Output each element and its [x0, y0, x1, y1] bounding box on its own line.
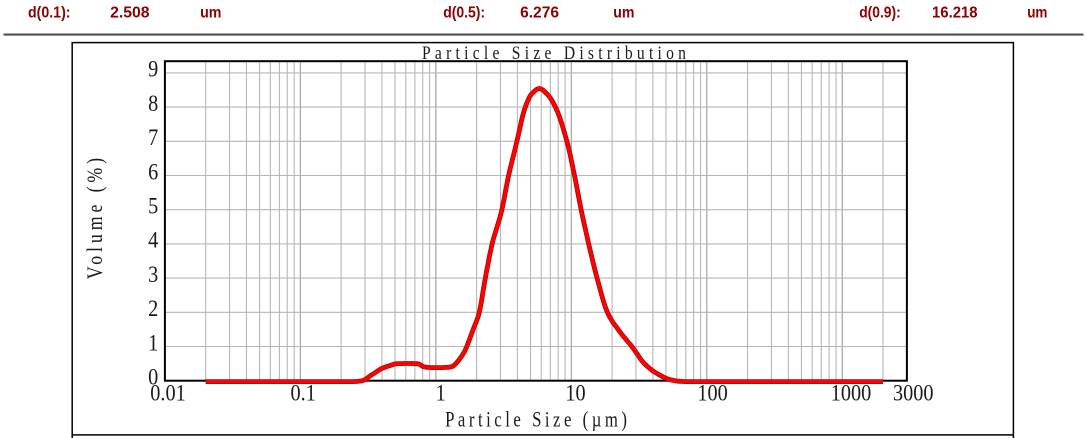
svg-text:0.01: 0.01	[150, 380, 185, 405]
svg-text:1: 1	[436, 380, 446, 405]
svg-text:um: um	[1027, 5, 1047, 22]
svg-text:2: 2	[148, 296, 158, 321]
svg-text:d(0.9):: d(0.9):	[859, 5, 901, 22]
svg-text:1: 1	[148, 330, 158, 355]
svg-text:d(0.5):: d(0.5):	[443, 5, 485, 22]
svg-text:9: 9	[148, 57, 158, 82]
svg-text:um: um	[200, 5, 221, 22]
svg-text:10: 10	[565, 380, 585, 405]
svg-text:7: 7	[148, 125, 158, 150]
svg-text:0.1: 0.1	[291, 380, 316, 405]
svg-text:um: um	[613, 5, 634, 22]
svg-text:16.218: 16.218	[932, 5, 978, 22]
svg-text:4: 4	[148, 228, 158, 253]
svg-text:3000: 3000	[893, 380, 933, 405]
svg-text:6: 6	[148, 159, 158, 184]
svg-text:6.276: 6.276	[520, 5, 559, 22]
svg-text:Volume (%): Volume (%)	[83, 154, 107, 279]
svg-text:d(0.1):: d(0.1):	[28, 5, 71, 22]
svg-text:0: 0	[148, 364, 158, 389]
svg-text:8: 8	[148, 91, 158, 116]
svg-text:Particle Size (µm): Particle Size (µm)	[445, 407, 630, 432]
svg-text:1000: 1000	[831, 380, 871, 405]
svg-text:100: 100	[697, 380, 727, 405]
svg-text:3: 3	[148, 262, 158, 287]
svg-text:5: 5	[148, 193, 158, 218]
svg-text:Particle Size Distribution: Particle Size Distribution	[422, 42, 690, 63]
svg-text:2.508: 2.508	[110, 5, 149, 22]
